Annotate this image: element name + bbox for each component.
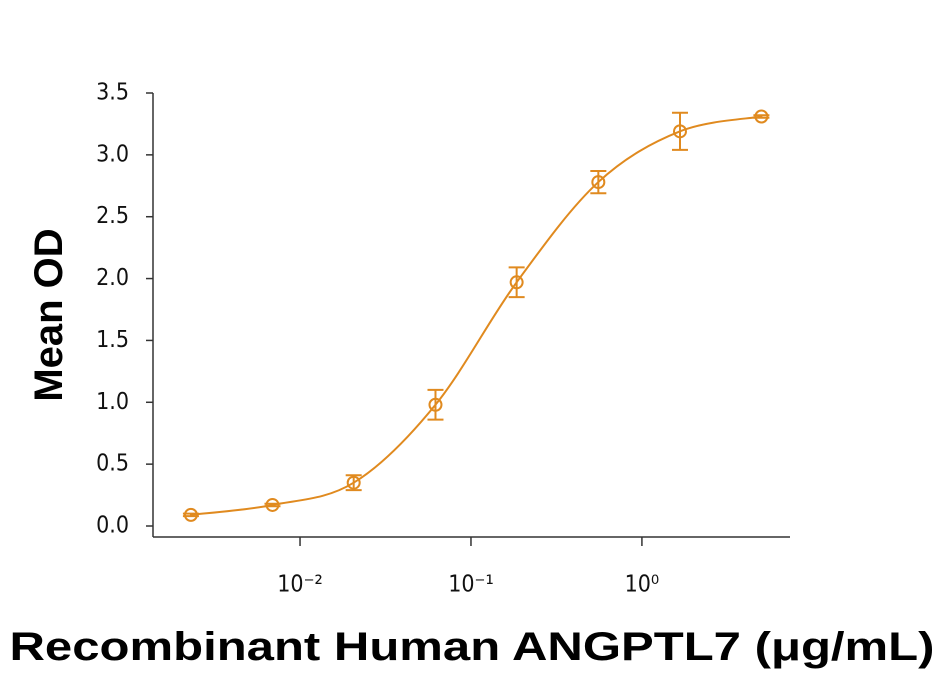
- data-point: [591, 175, 606, 190]
- y-tick-label: 0.5: [96, 451, 129, 477]
- data-point: [672, 124, 687, 139]
- data-point: [265, 497, 280, 512]
- data-point: [509, 275, 524, 290]
- data-point: [183, 507, 198, 522]
- data-point: [346, 475, 361, 490]
- data-point: [428, 397, 443, 412]
- x-tick-label: 10⁻²: [277, 572, 323, 598]
- y-axis-title: Mean OD: [27, 228, 71, 401]
- x-tick-label: 10⁻¹: [448, 572, 494, 598]
- y-tick-label: 0.0: [96, 513, 129, 539]
- y-tick-label: 3.5: [96, 80, 129, 106]
- x-axis-title: Recombinant Human ANGPTL7 (μg/mL): [10, 625, 935, 669]
- y-tick-label: 1.5: [96, 327, 129, 353]
- y-tick-label: 2.0: [96, 265, 129, 291]
- data-point: [754, 109, 769, 124]
- y-tick-label: 3.0: [96, 141, 129, 167]
- y-tick-label: 1.0: [96, 389, 129, 415]
- fit-curve: [190, 115, 762, 516]
- x-tick-label: 10⁰: [625, 572, 660, 598]
- y-tick-label: 2.5: [96, 203, 129, 229]
